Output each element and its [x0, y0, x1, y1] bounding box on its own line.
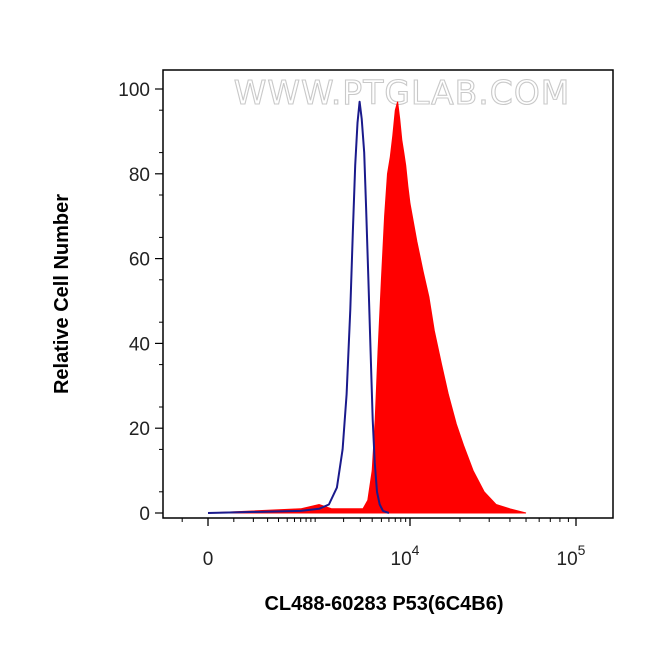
control-histogram [207, 100, 390, 514]
y-tick-label: 40 [129, 334, 150, 355]
y-tick-label: 80 [129, 165, 150, 186]
x-tick-label: 104 [391, 542, 420, 570]
y-tick-label: 0 [139, 504, 150, 525]
y-tick-label: 100 [118, 80, 150, 101]
x-tick-label: 0 [203, 549, 214, 570]
axis-layer: 0 20 40 60 80 100 0 104 105 [118, 80, 585, 570]
watermark: WWW.PTGLAB.COM [234, 73, 571, 112]
y-tick-label: 20 [129, 419, 150, 440]
y-tick-label: 60 [129, 250, 150, 271]
sample-histogram [207, 101, 527, 514]
x-tick-label: 105 [557, 542, 586, 570]
plot-frame [162, 69, 614, 519]
x-axis-title: CL488-60283 P53(6C4B6) [264, 593, 503, 615]
series-layer [207, 100, 527, 514]
y-axis-title: Relative Cell Number [51, 194, 73, 394]
